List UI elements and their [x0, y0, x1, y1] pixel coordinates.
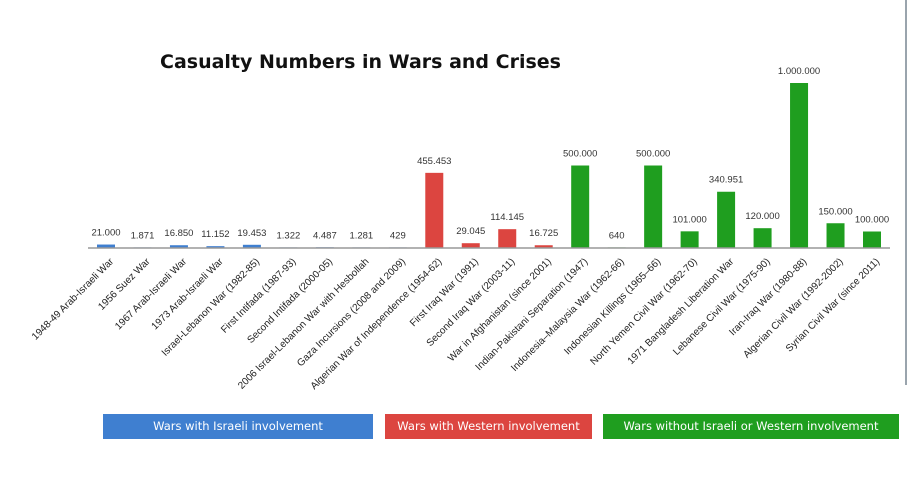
bar-3 — [169, 245, 188, 248]
bar-10 — [425, 172, 444, 248]
bar-18 — [717, 191, 736, 248]
legend-western: Wars with Western involvement — [385, 414, 592, 439]
bar-13 — [534, 245, 553, 248]
bar-21 — [826, 223, 845, 248]
data-label: 21.000 — [91, 228, 120, 239]
bar-22 — [863, 231, 881, 248]
slide-edge — [905, 0, 907, 385]
bar-4 — [206, 246, 225, 248]
data-label: 1.000.000 — [778, 66, 820, 77]
category-label: 1973 Arab-Israeli War — [150, 256, 226, 332]
data-label: 1.871 — [131, 230, 155, 241]
data-label: 16.725 — [529, 228, 558, 239]
data-label: 1.281 — [349, 230, 373, 241]
bar-1 — [97, 244, 115, 248]
data-label: 19.453 — [237, 228, 266, 239]
data-label: 340.951 — [709, 175, 743, 186]
bar-16 — [644, 165, 663, 248]
data-label: 1.322 — [276, 230, 300, 241]
data-label: 16.850 — [164, 228, 193, 239]
legend-other: Wars without Israeli or Western involvem… — [603, 414, 899, 439]
data-label: 120.000 — [745, 211, 779, 222]
bar-5 — [242, 244, 261, 248]
chart-title: Casualty Numbers in Wars and Crises — [160, 51, 561, 73]
legend-israeli: Wars with Israeli involvement — [103, 414, 373, 439]
data-label: 455.453 — [417, 156, 451, 167]
category-label: Algerian War of Independence (1954-62) — [309, 256, 445, 392]
category-label: First Iraq War (1991) — [408, 256, 481, 329]
data-label: 101.000 — [672, 214, 706, 225]
bar-14 — [571, 165, 590, 248]
data-label: 500.000 — [563, 149, 597, 160]
category-label: 1967 Arab-Israeli War — [113, 256, 189, 332]
bar-20 — [790, 83, 809, 248]
data-label: 11.152 — [201, 229, 229, 240]
category-label: 2006 Israel-Lebanon War with Hesbollah — [236, 256, 371, 391]
bar-17 — [680, 231, 699, 248]
data-label: 29.045 — [456, 226, 485, 237]
bar-11 — [461, 243, 480, 248]
data-label: 114.145 — [490, 212, 524, 223]
data-label: 100.000 — [855, 215, 889, 226]
bar-19 — [753, 228, 772, 248]
data-label: 640 — [609, 230, 625, 241]
data-label: 4.487 — [313, 230, 337, 241]
data-label: 150.000 — [818, 206, 852, 217]
data-label: 429 — [390, 230, 406, 241]
data-label: 500.000 — [636, 149, 670, 160]
bar-12 — [498, 229, 517, 248]
